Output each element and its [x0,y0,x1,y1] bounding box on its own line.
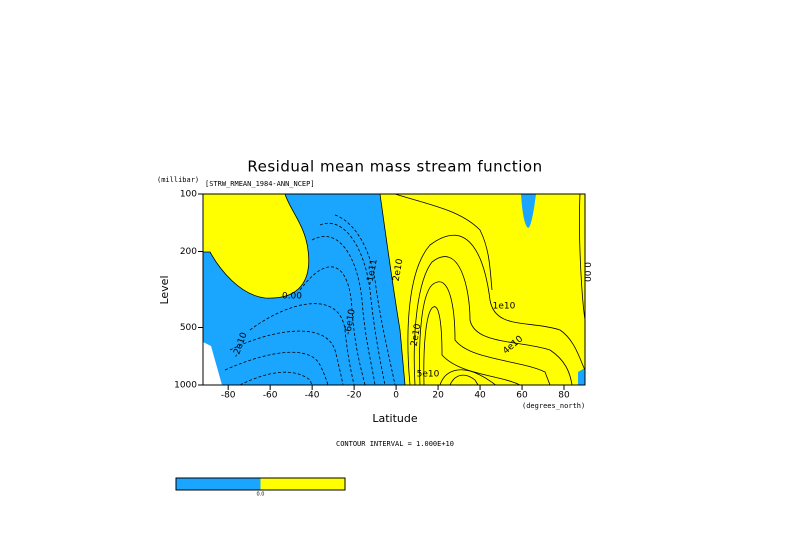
contour-label: 0.00 [282,292,302,302]
x-tick-label: -60 [263,391,278,401]
subtitle: [STRW_RMEAN_1984-ANN_NCEP] [205,180,315,188]
footnote: CONTOUR INTERVAL = 1.000E+10 [336,440,454,448]
contour-label: 2e10 [392,258,406,282]
x-unit: (degrees_north) [522,402,585,410]
y-tick-label: 200 [180,247,197,257]
y-axis-label: Level [158,275,171,304]
plot-area [203,193,586,386]
negative-region [521,194,536,228]
contour-label: -6e10 [343,308,357,336]
x-tick-label: 0 [393,391,399,401]
y-tick-label: 1000 [174,381,197,391]
colorbar-frame [175,477,346,491]
missing-region [203,342,222,385]
y-tick-label: 100 [180,190,197,200]
contours [203,193,586,386]
colorbar-swatch [260,478,345,490]
y-unit: (millibar) [157,176,199,184]
contour-label: 2e10 [410,323,424,347]
colorbar: 0.0 [175,477,346,498]
plot-frame [202,193,586,386]
x-tick-label: 60 [516,391,528,401]
colorbar-swatch [176,478,261,490]
x-tick-label: 40 [474,391,486,401]
x-tick-label: 20 [432,391,444,401]
x-tick-label: -80 [221,391,236,401]
contour-label: 0.00 [582,262,592,282]
negative-region [578,368,585,385]
x-tick-label: -20 [347,391,362,401]
x-tick-label: 80 [558,391,570,401]
y-tick-label: 500 [180,323,197,333]
colorbar-label: 0.0 [257,492,265,498]
chart-title: Residual mean mass stream function [247,158,542,176]
x-axis-label: Latitude [372,412,418,425]
x-tick-label: -40 [305,391,320,401]
contour-label: -1e11 [365,258,379,285]
contour-label: 1e10 [493,302,516,312]
contour-label: 5e10 [417,370,440,380]
